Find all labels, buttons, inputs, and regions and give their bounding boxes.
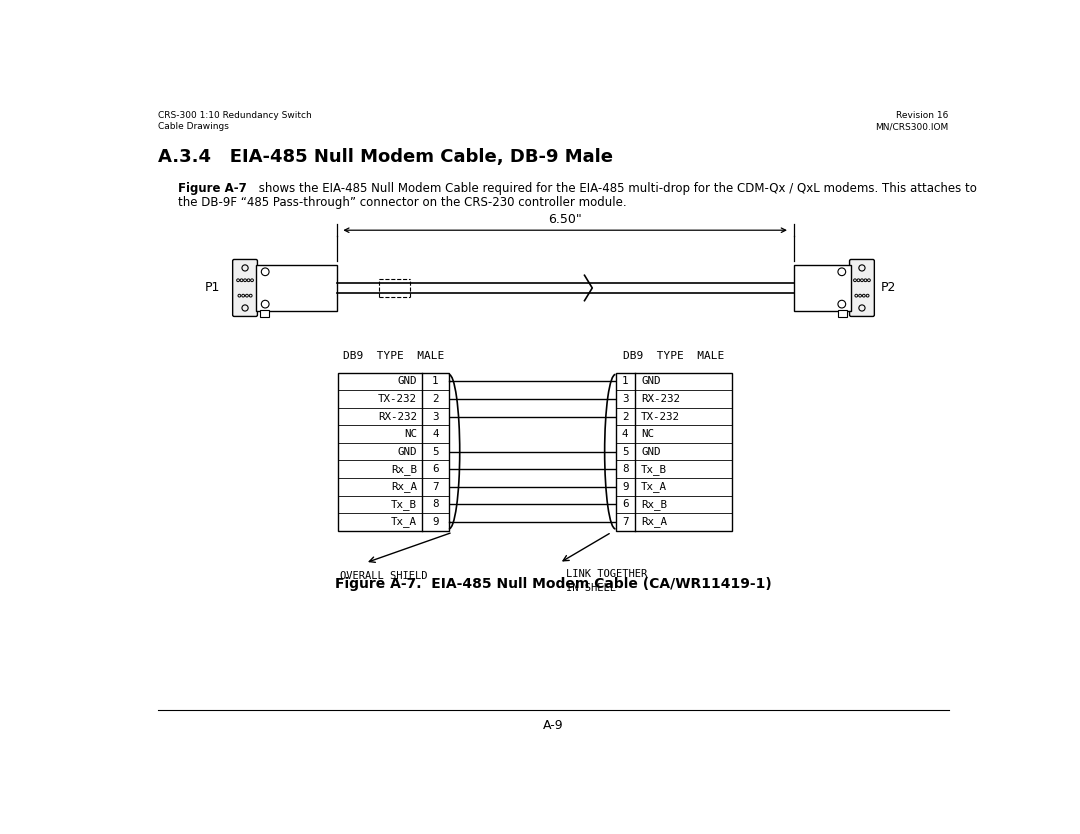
Bar [338, 373, 449, 530]
Text: Rx_A: Rx_A [642, 516, 667, 527]
Bar [256, 265, 337, 311]
Text: 8: 8 [432, 500, 438, 510]
Text: DB9  TYPE  MALE: DB9 TYPE MALE [342, 351, 444, 361]
Text: MN/CRS300.IOM: MN/CRS300.IOM [876, 123, 948, 132]
Text: 5: 5 [622, 447, 629, 457]
Text: RX-232: RX-232 [378, 411, 417, 421]
Text: GND: GND [642, 376, 661, 386]
Text: ● Figure A-7: ● Figure A-7 [159, 182, 258, 194]
Text: CRS-300 1:10 Redundancy Switch: CRS-300 1:10 Redundancy Switch [159, 111, 312, 120]
Text: 2: 2 [622, 411, 629, 421]
Text: Tx_B: Tx_B [391, 499, 417, 510]
Text: 5: 5 [432, 447, 438, 457]
Bar [616, 373, 732, 530]
Text: A.3.4   EIA-485 Null Modem Cable, DB-9 Male: A.3.4 EIA-485 Null Modem Cable, DB-9 Mal… [159, 148, 613, 166]
Text: TX-232: TX-232 [642, 411, 680, 421]
Text: IN SHELL: IN SHELL [566, 583, 616, 593]
FancyBboxPatch shape [232, 259, 257, 316]
Text: NC: NC [642, 430, 654, 440]
Text: GND: GND [397, 376, 417, 386]
Text: 4: 4 [432, 430, 438, 440]
Text: the DB-9F “485 Pass-through” connector on the CRS-230 controller module.: the DB-9F “485 Pass-through” connector o… [177, 195, 626, 208]
Text: 6: 6 [622, 500, 629, 510]
Text: 6: 6 [432, 465, 438, 475]
Bar [260, 310, 269, 317]
Text: 7: 7 [622, 517, 629, 527]
Bar [794, 265, 851, 311]
Text: 1: 1 [622, 376, 629, 386]
Text: 4: 4 [622, 430, 629, 440]
Text: P2: P2 [880, 281, 896, 294]
Text: Revision 16: Revision 16 [896, 111, 948, 120]
Text: Figure A-7.  EIA-485 Null Modem Cable (CA/WR11419-1): Figure A-7. EIA-485 Null Modem Cable (CA… [335, 577, 772, 591]
Text: 9: 9 [432, 517, 438, 527]
Text: LINK TOGETHER: LINK TOGETHER [566, 569, 647, 579]
Text: GND: GND [642, 447, 661, 457]
Text: NC: NC [404, 430, 417, 440]
Text: RX-232: RX-232 [642, 394, 680, 404]
Text: OVERALL SHIELD: OVERALL SHIELD [339, 570, 427, 580]
Text: Rx_B: Rx_B [642, 499, 667, 510]
Text: 6.50": 6.50" [549, 213, 582, 225]
Text: TX-232: TX-232 [378, 394, 417, 404]
Text: 7: 7 [432, 482, 438, 492]
Text: Rx_B: Rx_B [391, 464, 417, 475]
Text: Cable Drawings: Cable Drawings [159, 123, 229, 132]
Bar [838, 310, 847, 317]
Text: Tx_B: Tx_B [642, 464, 667, 475]
Text: shows the EIA-485 Null Modem Cable required for the EIA-485 multi-drop for the C: shows the EIA-485 Null Modem Cable requi… [255, 182, 977, 194]
Text: Figure A-7: Figure A-7 [177, 182, 246, 194]
FancyBboxPatch shape [850, 259, 875, 316]
Text: P1: P1 [205, 281, 220, 294]
Text: 3: 3 [432, 411, 438, 421]
Text: Rx_A: Rx_A [391, 481, 417, 492]
Text: 8: 8 [622, 465, 629, 475]
Text: DB9  TYPE  MALE: DB9 TYPE MALE [623, 351, 725, 361]
Text: Tx_A: Tx_A [642, 481, 667, 492]
Text: 9: 9 [622, 482, 629, 492]
Text: A-9: A-9 [543, 719, 564, 731]
Text: 2: 2 [432, 394, 438, 404]
Text: 1: 1 [432, 376, 438, 386]
Text: 3: 3 [622, 394, 629, 404]
Text: Tx_A: Tx_A [391, 516, 417, 527]
Text: GND: GND [397, 447, 417, 457]
